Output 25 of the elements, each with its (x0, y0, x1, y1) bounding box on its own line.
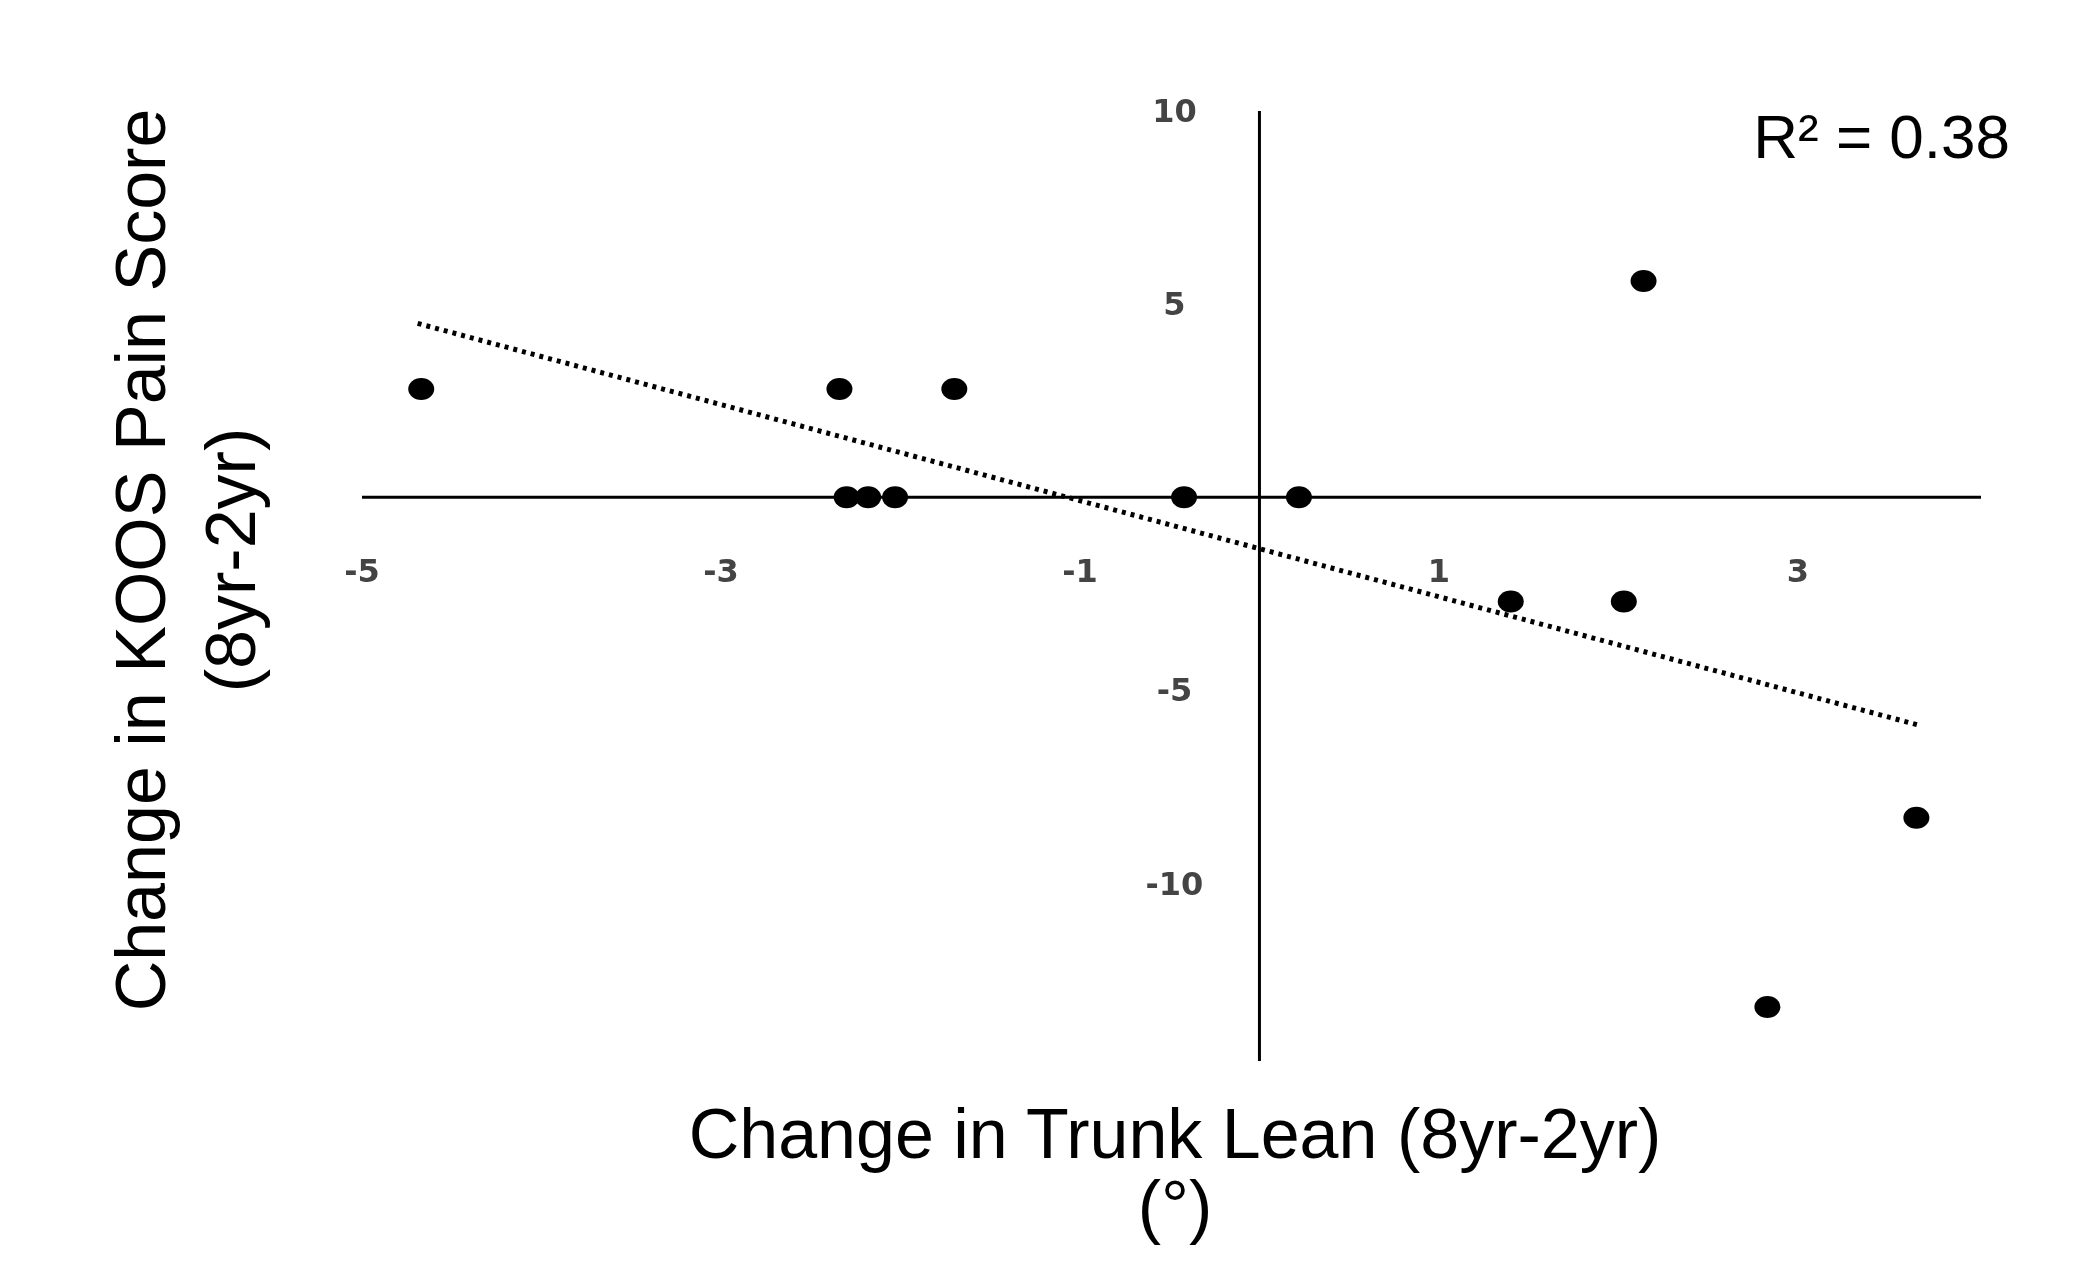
x-tick-label: 1 (1427, 552, 1451, 591)
x-tick-label: 3 (1786, 552, 1810, 591)
y-tick-label: -10 (1145, 864, 1204, 903)
point (882, 486, 909, 509)
point (826, 378, 853, 401)
point (408, 378, 435, 401)
annotation: R² = 0.38 (1753, 102, 2010, 171)
point (1610, 590, 1637, 613)
point (855, 486, 882, 509)
point (1754, 995, 1781, 1018)
point (1171, 486, 1198, 509)
point (833, 486, 860, 509)
y-axis-title: Change in KOOS Pain Score (8yr-2yr) (102, 108, 270, 1012)
x-axis-title: Change in Trunk Lean (8yr-2yr) (°) (688, 1095, 1662, 1245)
x-tick-label: -3 (703, 552, 739, 591)
point (1903, 806, 1930, 829)
point (1285, 486, 1312, 509)
y-tick-label: 5 (1163, 285, 1186, 324)
y-tick-label: 10 (1152, 92, 1197, 131)
point (1630, 269, 1657, 292)
point (941, 378, 968, 401)
x-tick-label: -5 (344, 552, 380, 591)
point (1497, 590, 1524, 613)
x-tick-label: -1 (1062, 552, 1098, 591)
y-tick-label: -5 (1156, 671, 1193, 710)
